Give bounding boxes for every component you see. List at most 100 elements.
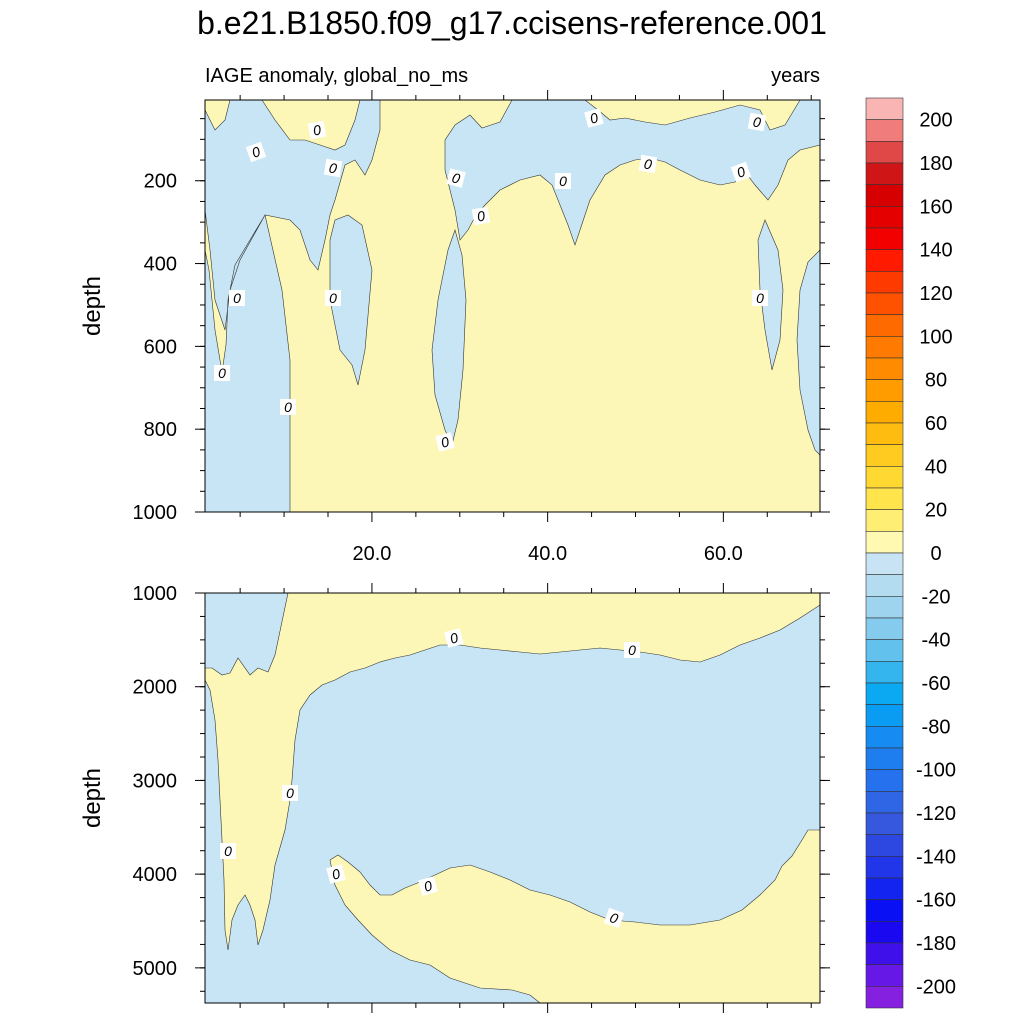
colorbar-swatch [865, 487, 904, 510]
colorbar-label: 180 [919, 153, 952, 175]
contour-label-background [555, 173, 571, 189]
x-tick-label: 20.0 [352, 543, 391, 565]
colorbar-swatch [865, 812, 904, 835]
contour-label-background [638, 154, 658, 174]
contour-label-text: 0 [450, 169, 462, 187]
colorbar-swatch [865, 986, 904, 1009]
contour-label: 0 [418, 876, 438, 896]
contour-label: 0 [555, 173, 571, 189]
colorbar-swatch [865, 942, 904, 965]
contour-label-background [444, 628, 464, 648]
contour-label-background [307, 120, 327, 140]
contour-label: 0 [220, 843, 236, 859]
contour-label-text: 0 [476, 207, 487, 224]
contour-label-background [747, 112, 767, 132]
colorbar-swatch [865, 357, 904, 380]
colorbar-label: -180 [916, 933, 956, 955]
colorbar-swatch [865, 596, 904, 619]
lower-panel: 0 0 0 0 0 0 0 1000 2000 3000 4000 5000 depth [79, 583, 830, 1004]
contour-label: 0 [444, 628, 464, 648]
contour-label-background [326, 864, 346, 884]
colorbar-swatch [865, 791, 904, 814]
colorbar-swatch [865, 336, 904, 359]
upper-negative-region [757, 219, 784, 371]
colorbar-swatch [865, 271, 904, 294]
lower-negative-region [204, 592, 289, 676]
colorbar-label: 160 [919, 196, 952, 218]
colorbar-label: -120 [916, 803, 956, 825]
contour-label-text: 0 [328, 159, 339, 176]
contour-label: 0 [229, 290, 245, 306]
colorbar-swatch [865, 509, 904, 532]
contour-label-text: 0 [448, 629, 460, 647]
colorbar-swatch [865, 531, 904, 554]
contour-label-text: 0 [752, 113, 763, 130]
contour-label: 0 [584, 108, 604, 128]
colorbar-swatch [865, 552, 904, 575]
colorbar-swatch [865, 422, 904, 445]
colorbar-swatch [865, 444, 904, 467]
colorbar-swatch [865, 899, 904, 922]
upper-negative-region [444, 99, 821, 246]
contour-label-background [446, 168, 466, 188]
colorbar-label: 120 [919, 283, 952, 305]
contour-label-background [245, 141, 267, 163]
colorbar-swatch [865, 617, 904, 640]
contour-label-text: 0 [312, 121, 323, 138]
contour-label-text: 0 [559, 173, 567, 189]
contour-label-background [624, 642, 640, 658]
contour-label: 0 [307, 120, 327, 140]
colorbar-swatch [865, 466, 904, 489]
contour-label-background [214, 365, 230, 381]
upper-panel: 0 0 0 0 0 0 0 0 0 0 0 0 0 0 0 0 200 400 600 800 1000 depth [79, 99, 830, 524]
y-tick-label: 400 [144, 254, 177, 276]
upper-y-axis-title: depth [79, 276, 106, 336]
colorbar-label: -80 [922, 716, 951, 738]
contour-label: 0 [747, 112, 767, 132]
colorbar-label: 40 [925, 456, 947, 478]
colorbar-label: 0 [930, 543, 941, 565]
colorbar-label: 200 [919, 110, 952, 132]
contour-label-text: 0 [218, 365, 226, 381]
y-tick-label: 4000 [133, 864, 178, 886]
colorbar-swatch [865, 249, 904, 272]
contour-label: 0 [603, 907, 625, 929]
colorbar-label: -40 [922, 630, 951, 652]
colorbar: 200180160140120100806040200-20-40-60-80-… [865, 97, 956, 1009]
contour-label: 0 [280, 399, 296, 415]
colorbar-swatch [865, 921, 904, 944]
colorbar-swatch [865, 661, 904, 684]
y-tick-label: 1000 [133, 583, 178, 605]
contour-label: 0 [435, 432, 455, 452]
upper-negative-region [329, 214, 373, 386]
contour-label: 0 [638, 154, 658, 174]
colorbar-label: -100 [916, 760, 956, 782]
colorbar-swatch [865, 747, 904, 770]
colorbar-swatch [865, 314, 904, 337]
contour-label-background [325, 290, 341, 306]
colorbar-label: -140 [916, 846, 956, 868]
contour-label-background [229, 290, 245, 306]
contour-label: 0 [326, 864, 346, 884]
contour-label: 0 [325, 290, 341, 306]
colorbar-label: -20 [922, 586, 951, 608]
contour-label-text: 0 [439, 433, 451, 451]
contour-label-background [418, 876, 438, 896]
colorbar-swatch [865, 704, 904, 727]
colorbar-swatch [865, 97, 904, 120]
contour-label-background [280, 399, 296, 415]
y-tick-label: 2000 [133, 677, 178, 699]
contour-label: 0 [245, 141, 267, 163]
colorbar-label: 60 [925, 413, 947, 435]
contour-label-text: 0 [286, 785, 294, 801]
colorbar-swatch [865, 379, 904, 402]
contour-label: 0 [214, 365, 230, 381]
contour-label: 0 [752, 290, 768, 306]
y-tick-label: 800 [144, 419, 177, 441]
colorbar-swatch [865, 401, 904, 424]
colorbar-swatch [865, 162, 904, 185]
upper-y-axis: 200 400 600 800 1000 [133, 118, 830, 524]
lower-negative-region [204, 604, 821, 1004]
chart-subtitle-left: IAGE anomaly, global_no_ms [205, 65, 468, 87]
y-tick-label: 3000 [133, 770, 178, 792]
